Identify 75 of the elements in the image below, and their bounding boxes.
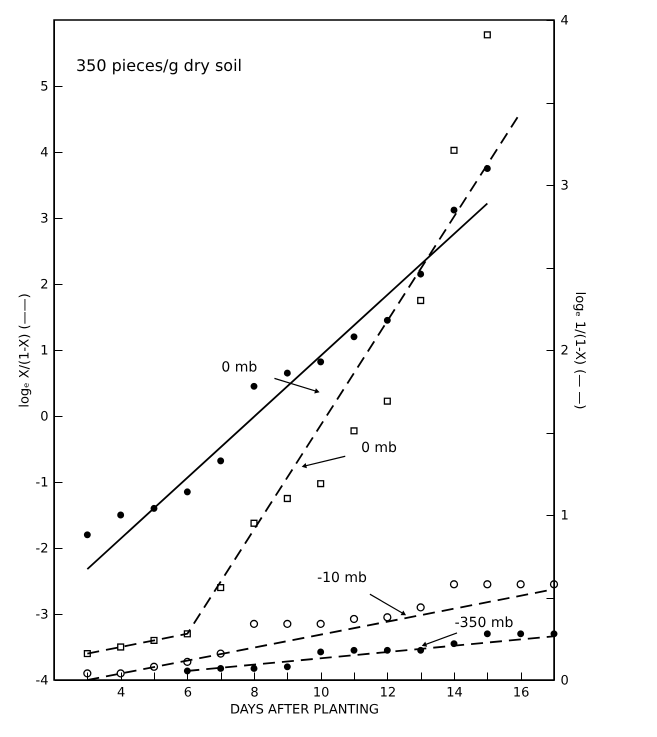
point: [116, 669, 125, 678]
point: [516, 580, 525, 588]
y2-tick-label: 0: [560, 674, 569, 688]
point: [183, 658, 192, 666]
point: [417, 296, 424, 304]
y-tick-label: -4: [36, 674, 48, 688]
point: [450, 580, 458, 588]
annotation: 350 pieces/g dry soil: [76, 56, 242, 75]
point: [216, 649, 225, 658]
point: [517, 630, 524, 638]
y-tick-label: -3: [36, 608, 48, 622]
point: [250, 382, 258, 390]
annotation: -10 mb: [317, 570, 368, 586]
y2-tick-label: 1: [560, 508, 569, 524]
point: [117, 512, 124, 518]
point: [217, 664, 224, 672]
point: [84, 531, 91, 538]
point: [384, 398, 391, 405]
point: [350, 614, 358, 624]
point: [383, 613, 392, 622]
point: [483, 580, 492, 588]
point: [84, 650, 91, 658]
x-tick-label: 10: [312, 686, 330, 700]
y2-tick-label: 4: [560, 14, 569, 28]
annotation: -350 mb: [454, 615, 514, 632]
y-tick-label: 1: [40, 344, 48, 358]
point: [550, 580, 558, 588]
point: [484, 31, 491, 38]
x-tick-label: 4: [117, 686, 126, 700]
x-axis-title: DAYS AFTER PLANTING: [230, 702, 380, 718]
point: [283, 620, 292, 628]
y2-tick-label: 3: [560, 178, 569, 194]
point: [184, 630, 191, 638]
point: [184, 488, 191, 496]
point: [316, 620, 325, 628]
annotation: 0 mb: [361, 440, 398, 456]
y-tick-label: 5: [40, 80, 48, 94]
point: [416, 603, 425, 612]
point: [250, 520, 258, 527]
y-tick-label: 2: [40, 278, 48, 292]
point: [450, 206, 458, 214]
y-tick-label: -1: [36, 476, 48, 490]
point: [284, 663, 291, 670]
point: [284, 494, 291, 502]
y2-tick-label: 2: [560, 344, 569, 358]
point: [317, 480, 324, 488]
point: [217, 457, 224, 464]
point: [450, 146, 458, 154]
y-tick-label: 3: [40, 212, 48, 226]
x-tick-label: 16: [512, 686, 530, 700]
point: [250, 664, 258, 672]
point: [117, 643, 124, 651]
point: [317, 648, 324, 656]
point: [150, 636, 158, 644]
y-tick-label: -2: [36, 542, 48, 556]
point: [217, 584, 224, 592]
x-tick-label: 8: [250, 686, 259, 700]
point: [350, 427, 358, 434]
point: [484, 630, 491, 638]
x-tick-label: 14: [446, 686, 463, 700]
point: [150, 662, 158, 671]
point: [350, 333, 358, 340]
x-tick-label: 12: [380, 686, 396, 700]
y-tick-label: 0: [40, 410, 48, 424]
point: [250, 620, 258, 628]
point: [350, 646, 358, 654]
annotation: 0 mb: [221, 360, 258, 376]
x-tick-label: 6: [184, 686, 192, 700]
y-axis-title: logₑ X/(1-X) (——): [18, 293, 33, 408]
y-tick-label: 4: [40, 146, 48, 160]
point: [317, 358, 324, 366]
point: [284, 370, 291, 377]
y2-axis-title: logₑ 1/(1-X) (— —): [572, 292, 587, 410]
point: [83, 669, 92, 678]
point: [417, 270, 424, 278]
